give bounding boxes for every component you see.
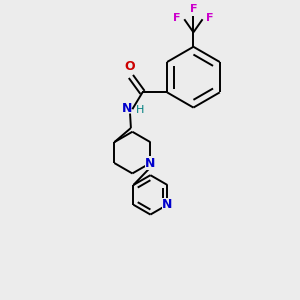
Text: N: N: [122, 102, 133, 115]
Text: F: F: [190, 4, 197, 14]
Text: F: F: [206, 13, 214, 23]
Text: H: H: [135, 105, 144, 115]
Text: N: N: [145, 157, 156, 169]
Text: F: F: [173, 13, 181, 23]
Text: N: N: [162, 198, 172, 211]
Text: O: O: [124, 60, 135, 73]
